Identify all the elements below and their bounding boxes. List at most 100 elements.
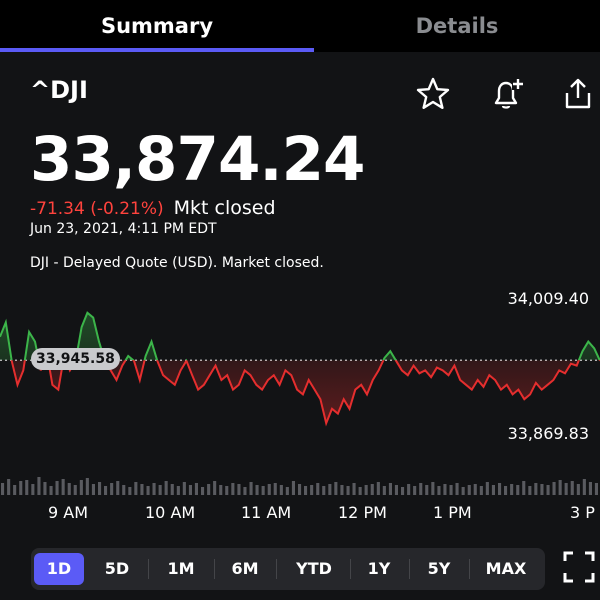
volume-bar [352, 483, 356, 495]
volume-bar [407, 484, 411, 495]
volume-bar [182, 482, 186, 495]
volume-bar [431, 482, 435, 495]
volume-bar [528, 486, 532, 495]
volume-bar [340, 485, 344, 495]
volume-bar [237, 484, 241, 495]
range-selector: 1D 5D 1M 6M YTD 1Y 5Y MAX [31, 548, 545, 590]
volume-bar [146, 486, 150, 495]
range-divider [148, 559, 149, 579]
volume-bar [13, 485, 17, 495]
range-max-button[interactable]: MAX [485, 559, 527, 578]
volume-bar [413, 486, 417, 495]
chart-high-label: 34,009.40 [507, 289, 589, 308]
volume-bar [152, 483, 156, 495]
price-value: 33,874.24 [30, 124, 365, 195]
volume-bar [85, 478, 89, 495]
volume-bar [558, 480, 562, 495]
range-divider [214, 559, 215, 579]
volume-bar [267, 484, 271, 495]
share-icon[interactable] [560, 76, 596, 112]
bell-plus-icon[interactable] [488, 76, 524, 112]
volume-bar [91, 484, 95, 495]
range-1d-button[interactable]: 1D [34, 553, 84, 585]
volume-bar [546, 485, 550, 495]
range-1m-button[interactable]: 1M [167, 559, 195, 578]
volume-bar [594, 483, 598, 495]
tab-bar: Summary Details [0, 0, 600, 52]
volume-bar [479, 486, 483, 495]
range-divider [350, 559, 351, 579]
range-6m-button[interactable]: 6M [231, 559, 259, 578]
volume-bar [516, 485, 520, 495]
volume-bar [49, 486, 53, 495]
volume-bar [61, 479, 65, 495]
range-5d-button[interactable]: 5D [104, 559, 130, 578]
volume-bar [279, 485, 283, 495]
tab-details[interactable]: Details [415, 14, 499, 38]
volume-bar [1, 483, 5, 495]
volume-bar [73, 485, 77, 495]
quote-timestamp: Jun 23, 2021, 4:11 PM EDT [30, 221, 217, 237]
volume-bar [522, 481, 526, 495]
range-divider [469, 559, 470, 579]
volume-bar [376, 482, 380, 495]
volume-bar [419, 483, 423, 495]
volume-bar [43, 482, 47, 495]
price-chart[interactable] [0, 280, 600, 530]
range-divider [409, 559, 410, 579]
volume-bar [504, 486, 508, 495]
volume-bar [498, 483, 502, 495]
volume-bar [79, 480, 83, 495]
volume-bar [249, 482, 253, 495]
volume-bar [443, 484, 447, 495]
volume-bar [37, 477, 41, 495]
range-1y-button[interactable]: 1Y [367, 559, 391, 578]
tab-summary[interactable]: Summary [100, 14, 214, 38]
chart-low-label: 33,869.83 [507, 424, 589, 443]
volume-bar [328, 484, 332, 495]
fullscreen-icon[interactable] [562, 550, 596, 584]
price-change: -71.34 (-0.21%) [30, 199, 164, 219]
volume-bar [261, 486, 265, 495]
range-ytd-button[interactable]: YTD [296, 559, 332, 578]
volume-bar [170, 484, 174, 495]
change-row: -71.34 (-0.21%) Mkt closed [30, 197, 276, 219]
volume-bar [425, 485, 429, 495]
volume-bar [552, 482, 556, 495]
price-line-loss [10, 360, 600, 427]
volume-bar [194, 483, 198, 495]
x-tick-label: 11 AM [241, 503, 292, 522]
volume-bar [110, 483, 114, 495]
x-tick-label: 1 PM [433, 503, 472, 522]
volume-bar [231, 483, 235, 495]
range-divider [276, 559, 277, 579]
gain-area [0, 312, 600, 361]
volume-bar [122, 485, 126, 495]
x-tick-label: 12 PM [338, 503, 387, 522]
range-5y-button[interactable]: 5Y [427, 559, 451, 578]
volume-bar [322, 486, 326, 495]
volume-bar [104, 486, 108, 495]
x-tick-label: 10 AM [145, 503, 196, 522]
volume-bar [176, 486, 180, 495]
volume-bar [219, 485, 223, 495]
star-icon[interactable] [415, 76, 451, 112]
volume-bar [134, 482, 138, 495]
volume-bar [188, 485, 192, 495]
volume-bar [164, 481, 168, 495]
active-tab-indicator [0, 48, 314, 52]
volume-bar [358, 487, 362, 495]
volume-bar [201, 487, 205, 495]
volume-bar [140, 484, 144, 495]
volume-bar [394, 485, 398, 495]
volume-bar [534, 483, 538, 495]
volume-bar [273, 483, 277, 495]
previous-close-badge: 33,945.58 [31, 348, 120, 370]
volume-bar [564, 483, 568, 495]
volume-bar [461, 487, 465, 495]
volume-bar [455, 483, 459, 495]
volume-bar [255, 485, 259, 495]
volume-bar [449, 485, 453, 495]
volume-bar [55, 481, 59, 495]
volume-bar [116, 481, 120, 495]
